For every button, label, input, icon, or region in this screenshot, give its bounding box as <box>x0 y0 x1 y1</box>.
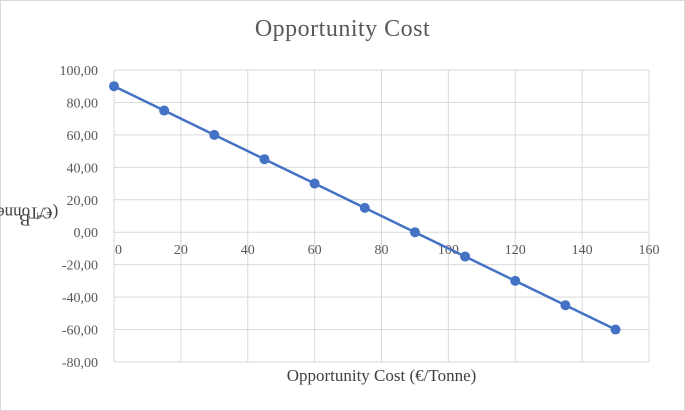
y-tick-label: 0,00 <box>74 226 99 241</box>
y-tick-label: 60,00 <box>67 129 99 144</box>
y-tick-label: -80,00 <box>62 356 98 371</box>
x-tick-label: 160 <box>639 243 660 258</box>
y-tick-label: 80,00 <box>67 96 99 111</box>
x-axis-label: Opportunity Cost (€/Tonne) <box>286 366 477 385</box>
series-group <box>109 81 621 335</box>
x-axis-ticks: 0 20 40 60 80 100 120 140 160 <box>115 243 660 258</box>
data-point <box>560 300 571 311</box>
x-tick-label: 80 <box>375 243 389 258</box>
x-tick-label: 20 <box>174 243 188 258</box>
y-tick-label: 100,00 <box>60 64 99 79</box>
data-point <box>359 202 370 213</box>
data-point <box>209 129 220 140</box>
data-point <box>109 81 119 92</box>
y-tick-label: 20,00 <box>67 194 99 209</box>
data-point <box>159 105 170 116</box>
y-tick-label: -40,00 <box>62 291 98 306</box>
x-tick-label: 40 <box>241 243 255 258</box>
data-point <box>610 324 621 335</box>
x-tick-label: 60 <box>308 243 322 258</box>
data-point <box>409 227 420 238</box>
y-tick-label: 40,00 <box>67 161 99 176</box>
x-tick-label: 140 <box>572 243 593 258</box>
y-tick-label: -60,00 <box>62 324 98 339</box>
y-axis-label-unit: (€/Tonne) <box>0 203 59 223</box>
x-tick-label: 120 <box>505 243 526 258</box>
data-point <box>259 154 270 165</box>
data-point <box>510 275 521 286</box>
data-point <box>460 251 471 262</box>
x-tick-label: 0 <box>115 243 122 258</box>
data-point <box>309 178 320 189</box>
chart-title: Opportunity Cost <box>254 16 431 42</box>
y-axis-ticks: 100,00 80,00 60,00 40,00 20,00 0,00 -20,00 -40,… <box>60 64 99 371</box>
y-tick-label: -20,00 <box>62 259 98 274</box>
